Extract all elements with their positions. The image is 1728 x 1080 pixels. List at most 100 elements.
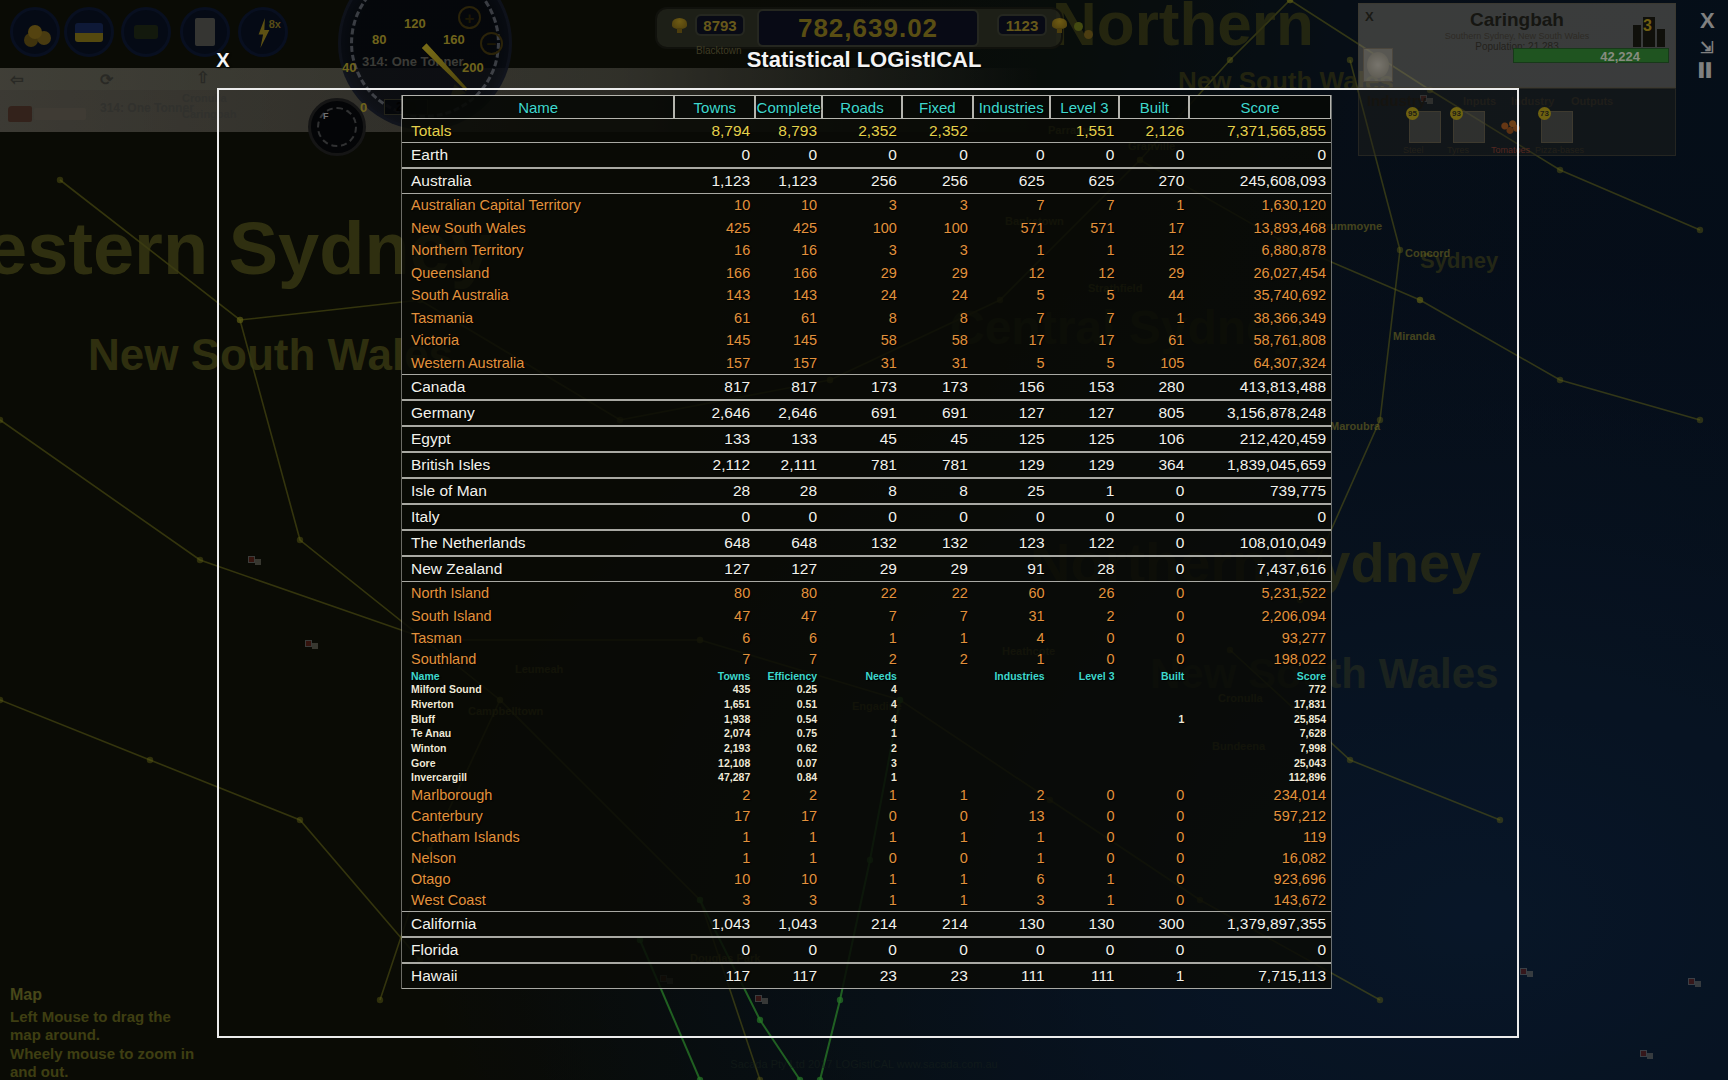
table-row[interactable]: The Netherlands6486481321321231220108,01… [402, 530, 1331, 556]
column-header-fixed[interactable]: Fixed [902, 95, 973, 119]
row-value: 31 [973, 605, 1050, 628]
row-value: 173 [822, 375, 902, 399]
row-value: 3 [822, 755, 902, 770]
table-row[interactable]: Egypt1331334545125125106212,420,459 [402, 426, 1331, 452]
row-value: 143 [755, 284, 822, 307]
table-row[interactable]: Earth00000000 [402, 142, 1331, 168]
table-row[interactable]: Northern Territory16163311126,880,878 [402, 239, 1331, 262]
column-header-level-3[interactable]: Level 3 [1050, 95, 1120, 119]
table-row[interactable]: Southland7722100198,022 [402, 648, 1331, 669]
table-row[interactable]: Florida00000000 [402, 937, 1331, 963]
table-subheader-row: NameTownsEfficiencyNeedsIndustriesLevel … [402, 669, 1331, 682]
table-row[interactable]: Victoria145145585817176158,761,808 [402, 329, 1331, 352]
row-value [902, 697, 973, 712]
row-value: 17 [1119, 217, 1189, 240]
row-name: British Isles [402, 453, 674, 477]
table-row[interactable]: Western Australia15715731315510564,307,3… [402, 352, 1331, 375]
table-row[interactable]: Australia1,1231,123256256625625270245,60… [402, 168, 1331, 194]
column-header-name[interactable]: Name [402, 95, 674, 119]
column-header-score[interactable]: Score [1189, 95, 1331, 119]
row-value: Score [1189, 669, 1331, 682]
row-value: 0 [822, 806, 902, 827]
table-row[interactable]: British Isles2,1122,1117817811291293641,… [402, 452, 1331, 478]
row-name: Milford Sound [402, 682, 674, 697]
row-value [902, 711, 973, 726]
table-row[interactable]: South Island47477731202,206,094 [402, 605, 1331, 628]
row-name: Bluff [402, 711, 674, 726]
row-name: Gore [402, 755, 674, 770]
row-value [1050, 682, 1120, 697]
row-value: 28 [1050, 557, 1120, 581]
table-row[interactable]: Tasmania61618877138,366,349 [402, 307, 1331, 330]
table-row[interactable]: Chatham Islands1111100119 [402, 827, 1331, 848]
row-value: 0 [1119, 505, 1189, 529]
row-value: 7,437,616 [1189, 557, 1331, 581]
row-value: 1 [902, 785, 973, 806]
table-row[interactable]: South Australia1431432424554435,740,692 [402, 284, 1331, 307]
row-value: 117 [674, 964, 755, 988]
row-value: 0.84 [755, 770, 822, 785]
row-value: 16,082 [1189, 848, 1331, 869]
row-value: 93,277 [1189, 627, 1331, 648]
row-value: 64,307,324 [1189, 352, 1331, 375]
column-header-roads[interactable]: Roads [822, 95, 902, 119]
row-value: 0 [1189, 938, 1331, 962]
row-value: 6 [755, 627, 822, 648]
row-value: 2,112 [674, 453, 755, 477]
row-value: 425 [674, 217, 755, 240]
row-value: 280 [1119, 375, 1189, 399]
row-value: 117 [755, 964, 822, 988]
row-value: 364 [1119, 453, 1189, 477]
row-value: 2,646 [674, 401, 755, 425]
row-value: 0 [902, 938, 973, 962]
row-name: Totals [402, 119, 674, 142]
row-value: 1 [755, 848, 822, 869]
row-value: 3 [755, 890, 822, 911]
table-row[interactable]: Italy00000000 [402, 504, 1331, 530]
column-header-towns[interactable]: Towns [674, 95, 755, 119]
table-row[interactable]: Nelson110010016,082 [402, 848, 1331, 869]
row-name: Name [402, 669, 674, 682]
table-row[interactable]: Australian Capital Territory1010337711,6… [402, 194, 1331, 217]
column-header-complete[interactable]: Complete [755, 95, 822, 119]
table-row[interactable]: North Island80802222602605,231,522 [402, 582, 1331, 605]
table-row[interactable]: Canada817817173173156153280413,813,488 [402, 374, 1331, 400]
table-row[interactable]: New Zealand1271272929912807,437,616 [402, 556, 1331, 582]
row-value: 12 [1119, 239, 1189, 262]
column-header-industries[interactable]: Industries [973, 95, 1050, 119]
table-row[interactable]: New South Wales4254251001005715711713,89… [402, 217, 1331, 240]
table-row[interactable]: California1,0431,0432142141301303001,379… [402, 911, 1331, 937]
row-value: Towns [674, 669, 755, 682]
row-value: 0 [1189, 143, 1331, 167]
row-value: 129 [1050, 453, 1120, 477]
dialog-close-button[interactable]: X [211, 49, 235, 72]
row-value: 2 [902, 648, 973, 669]
column-header-built[interactable]: Built [1119, 95, 1189, 119]
table-row[interactable]: Germany2,6462,6466916911271278053,156,87… [402, 400, 1331, 426]
row-value: 0.25 [755, 682, 822, 697]
row-value: 0 [1119, 143, 1189, 167]
row-value: 0 [1050, 827, 1120, 848]
row-value: 1 [822, 785, 902, 806]
table-row[interactable]: Tasman661140093,277 [402, 627, 1331, 648]
row-value: 100 [902, 217, 973, 240]
row-value: 1 [822, 890, 902, 911]
table-row[interactable]: Queensland166166292912122926,027,454 [402, 262, 1331, 285]
table-row[interactable]: West Coast3311310143,672 [402, 890, 1331, 911]
table-row[interactable]: Isle of Man2828882510739,775 [402, 478, 1331, 504]
table-row[interactable]: Otago101011610923,696 [402, 869, 1331, 890]
row-value: 17,831 [1189, 697, 1331, 712]
table-row[interactable]: Hawaii117117232311111117,715,113 [402, 963, 1331, 989]
row-value: 625 [973, 169, 1050, 193]
table-row: Winton2,1930.6227,998 [402, 741, 1331, 756]
row-value: 1 [755, 827, 822, 848]
row-value: 1 [1119, 711, 1189, 726]
row-value: 2,352 [902, 119, 973, 142]
row-value: 1 [902, 827, 973, 848]
table-row[interactable]: Canterbury1717001300597,212 [402, 806, 1331, 827]
table-row[interactable]: Marlborough2211200234,014 [402, 785, 1331, 806]
row-name: Italy [402, 505, 674, 529]
row-value: 12 [973, 262, 1050, 285]
row-value: 8 [902, 307, 973, 330]
row-value: 1 [674, 827, 755, 848]
